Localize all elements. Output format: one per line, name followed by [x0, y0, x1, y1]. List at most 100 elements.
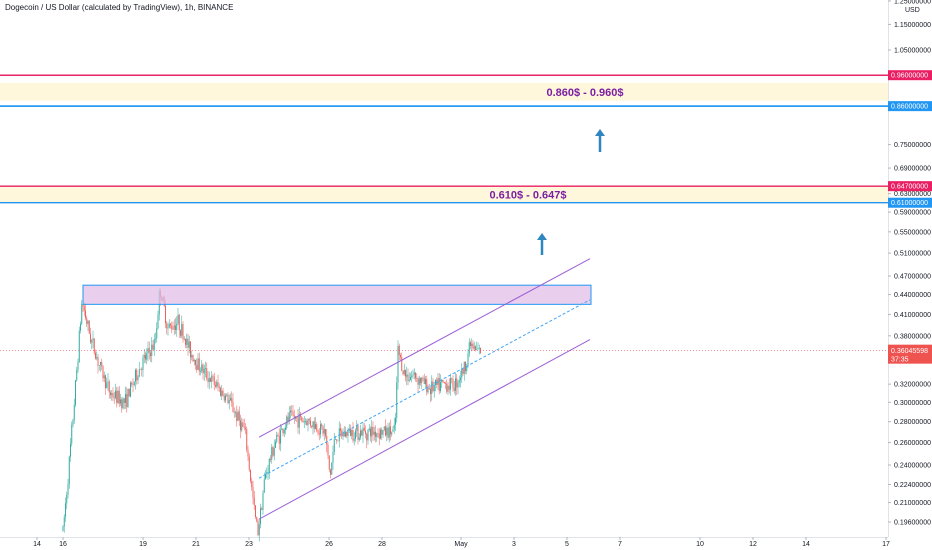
candle-body	[376, 433, 378, 437]
candle-body	[326, 435, 328, 445]
candle-body	[361, 430, 363, 436]
candle-body	[120, 399, 121, 404]
candle-body	[332, 452, 334, 463]
price-tick-label: 0.28000000	[894, 419, 931, 426]
candle-body	[276, 434, 278, 442]
candle-body	[233, 412, 235, 413]
candle-body	[336, 439, 338, 441]
time-tick-label: 12	[749, 541, 757, 548]
candle-body	[186, 338, 188, 345]
time-tick-label: 10	[696, 541, 704, 548]
candle-body	[150, 352, 151, 357]
time-tick-label: 7	[618, 541, 622, 548]
time-tick-label: 14	[33, 541, 41, 548]
candle-body	[358, 437, 360, 440]
price-tick-label: 1.25000000	[894, 0, 931, 5]
candle-body	[350, 428, 351, 436]
candle-body	[453, 388, 455, 391]
candle-body	[248, 456, 250, 470]
candle-body	[370, 428, 371, 437]
candle-body	[450, 378, 451, 390]
time-tick-label: 26	[325, 541, 333, 548]
candle-body	[317, 430, 319, 433]
candle-body	[185, 338, 186, 345]
candle-body	[166, 323, 168, 329]
level-price-label: 0.61000000	[891, 200, 928, 207]
candle-body	[320, 424, 321, 435]
candle-body	[462, 368, 464, 374]
level-price-tag	[888, 70, 932, 81]
candle-body	[113, 397, 115, 399]
candle-body	[422, 377, 424, 379]
candle-body	[96, 357, 98, 359]
candle-body	[272, 447, 274, 456]
candle-body	[303, 421, 305, 423]
annotation-label: 0.860$ - 0.960$	[546, 87, 623, 99]
candle-body	[337, 440, 339, 442]
candle-body	[290, 410, 291, 413]
candle-body	[92, 338, 94, 340]
price-tick-label: 0.47000000	[894, 274, 931, 281]
candle-body	[418, 378, 420, 385]
candle-body	[363, 427, 365, 431]
candle-body	[473, 346, 475, 349]
candle-body	[377, 433, 379, 435]
price-tick-label: 0.59000000	[894, 210, 931, 217]
candle-body	[247, 449, 249, 457]
candle-body	[381, 429, 383, 435]
price-tick-label: 0.32000000	[894, 382, 931, 389]
candle-body	[157, 314, 159, 329]
candle-body	[212, 375, 214, 377]
candle-body	[426, 379, 428, 393]
candle-body	[213, 376, 215, 385]
candle-body	[472, 343, 474, 349]
candle-body	[412, 374, 414, 376]
candle-body	[463, 361, 465, 374]
candle-body	[401, 357, 403, 371]
candle-body	[152, 344, 154, 350]
up-arrow-icon	[595, 129, 605, 152]
chart-title: Dogecoin / US Dollar (calculated by Trad…	[5, 3, 234, 12]
candle-body	[471, 343, 473, 347]
candle-body	[371, 426, 373, 437]
price-tick-label: 0.26000000	[894, 440, 931, 447]
candle-body	[251, 481, 253, 488]
candle-body	[293, 415, 295, 419]
candle-body	[72, 419, 74, 425]
level-price-tag	[888, 197, 932, 208]
candle-body	[408, 380, 410, 381]
level-price-label: 0.64700000	[891, 184, 928, 191]
candle-body	[225, 395, 226, 401]
candle-body	[458, 380, 460, 383]
candle-body	[465, 361, 466, 372]
candle-body	[66, 494, 68, 504]
candle-body	[62, 526, 64, 531]
candle-body	[88, 320, 90, 334]
candle-body	[242, 422, 244, 427]
candle-body	[83, 306, 85, 311]
candle-body	[70, 443, 71, 457]
price-tick-label: 0.24000000	[894, 463, 931, 470]
candle-body	[223, 395, 225, 401]
price-tick-label: 0.30000000	[894, 400, 931, 407]
candle-body	[93, 338, 95, 353]
price-tick-label: 0.44000000	[894, 292, 931, 299]
candle-body	[362, 427, 364, 436]
candle-body	[103, 375, 105, 379]
candle-body	[228, 400, 230, 404]
candle-body	[117, 390, 119, 403]
candle-body	[316, 424, 318, 431]
candle-body	[476, 349, 478, 351]
candle-body	[130, 382, 131, 397]
candle-body	[437, 378, 439, 385]
candle-body	[278, 435, 280, 444]
candle-body	[203, 368, 205, 374]
candle-body	[232, 402, 234, 413]
candle-body	[325, 429, 326, 436]
candle-body	[360, 430, 361, 438]
candle-body	[77, 361, 79, 370]
price-tick-label: 0.41000000	[894, 312, 931, 319]
candle-body	[85, 310, 86, 319]
